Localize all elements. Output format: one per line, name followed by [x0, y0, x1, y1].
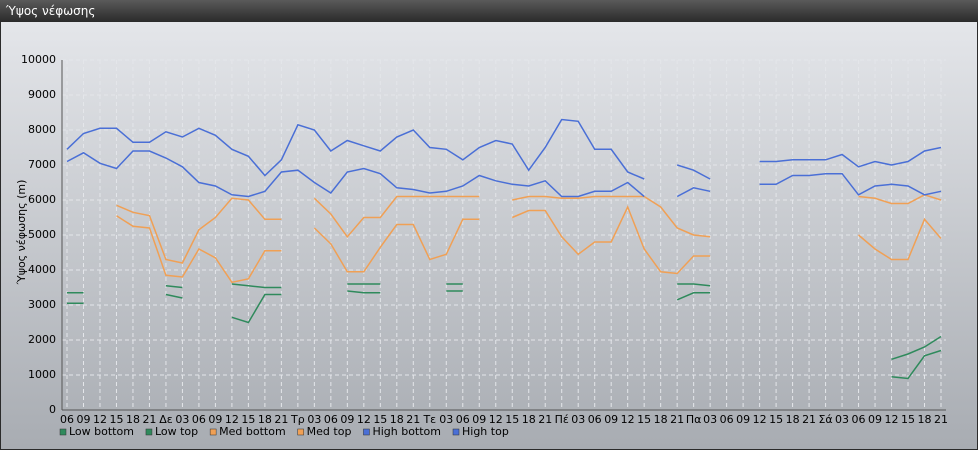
window-title: Ύψος νέφωσης — [0, 0, 978, 22]
x-tick-label: 15 — [373, 413, 387, 426]
x-tick-label: 03 — [307, 413, 321, 426]
plot: 0 1000 2000 3000 4000 5000 6000 7000 8000 9000 100… — [21, 53, 948, 438]
x-tick-label: 18 — [654, 413, 668, 426]
legend-swatch — [297, 428, 304, 436]
y-tick-label: 4000 — [28, 263, 56, 276]
series-line — [116, 205, 942, 284]
y-tick-label: 2000 — [28, 333, 56, 346]
x-tick-label: 09 — [340, 413, 354, 426]
x-tick-label: 12 — [621, 413, 635, 426]
y-tick-label: 1000 — [28, 368, 56, 381]
x-tick-label: 21 — [274, 413, 288, 426]
y-tick-label: 0 — [49, 403, 56, 416]
x-tick-label: Πέ — [555, 413, 569, 426]
x-tick-label: 03 — [439, 413, 453, 426]
x-tick-label: 12 — [357, 413, 371, 426]
x-tick-label: 03 — [571, 413, 585, 426]
x-tick-label: Τρ — [290, 413, 305, 426]
x-tick-label: 03 — [175, 413, 189, 426]
x-tick-label: 15 — [109, 413, 123, 426]
series-line — [67, 283, 942, 361]
legend-label: High top — [462, 425, 509, 438]
legend-swatch — [363, 428, 370, 436]
legend-swatch — [452, 428, 460, 436]
x-tick-label: Τε — [422, 413, 436, 426]
x-tick-label: 03 — [703, 413, 717, 426]
x-tick-label: 21 — [934, 413, 948, 426]
x-tick-label: 06 — [588, 413, 602, 426]
legend-swatch — [59, 428, 67, 436]
chart: Ύψος νέφωσης (m) 0 1000 2000 3000 4000 5000 60… — [1, 22, 977, 449]
y-tick-label: 7000 — [28, 158, 56, 171]
x-tick-label: 18 — [918, 413, 932, 426]
series-line — [66, 118, 942, 180]
x-tick-label: 18 — [258, 413, 272, 426]
series-line — [67, 290, 942, 380]
y-tick-label: 6000 — [28, 193, 56, 206]
legend-label: Low bottom — [69, 425, 134, 438]
x-tick-label: 06 — [192, 413, 206, 426]
x-tick-label: 15 — [901, 413, 915, 426]
x-tick-label: 21 — [802, 413, 816, 426]
x-tick-label: 09 — [604, 413, 618, 426]
series-line — [116, 193, 942, 264]
x-tick-label: 06 — [852, 413, 866, 426]
x-tick-label: 03 — [835, 413, 849, 426]
y-tick-label: 8000 — [28, 123, 56, 136]
x-tick-label: 12 — [489, 413, 503, 426]
x-tick-label: 06 — [324, 413, 338, 426]
x-tick-label: 18 — [390, 413, 404, 426]
x-tick-label: 18 — [522, 413, 536, 426]
x-tick-label: 15 — [241, 413, 255, 426]
x-tick-label: 12 — [225, 413, 239, 426]
x-tick-label: 12 — [93, 413, 107, 426]
x-tick-label: 15 — [505, 413, 519, 426]
legend-label: Med bottom — [219, 425, 286, 438]
x-tick-label: Δε — [159, 413, 173, 426]
x-tick-label: 09 — [76, 413, 90, 426]
x-tick-label: 15 — [769, 413, 783, 426]
x-tick-label: 18 — [786, 413, 800, 426]
x-tick-label: 09 — [208, 413, 222, 426]
x-tick-label: Πα — [686, 413, 702, 426]
x-tick-label: 21 — [406, 413, 420, 426]
legend-label: Low top — [155, 425, 198, 438]
series-line — [66, 150, 942, 198]
x-tick-label: 06 — [456, 413, 470, 426]
x-tick-label: 09 — [736, 413, 750, 426]
y-tick-label: 3000 — [28, 298, 56, 311]
x-tick-label: 06 — [720, 413, 734, 426]
x-tick-label: Σά — [818, 413, 832, 426]
legend-swatch — [209, 428, 217, 436]
y-tick-label: 10000 — [21, 53, 56, 66]
x-tick-label: 12 — [885, 413, 899, 426]
x-tick-label: 06 — [60, 413, 74, 426]
x-tick-label: 09 — [868, 413, 882, 426]
legend-swatch — [145, 428, 153, 436]
x-tick-label: 09 — [472, 413, 486, 426]
x-tick-label: 21 — [538, 413, 552, 426]
legend-label: High bottom — [372, 425, 441, 438]
y-tick-label: 5000 — [28, 228, 56, 241]
x-tick-label: 12 — [753, 413, 767, 426]
legend-label: Med top — [307, 425, 352, 438]
y-tick-label: 9000 — [28, 88, 56, 101]
x-tick-label: 15 — [637, 413, 651, 426]
x-tick-label: 18 — [126, 413, 140, 426]
x-tick-label: 21 — [670, 413, 684, 426]
y-axis-title: Ύψος νέφωσης (m) — [15, 180, 28, 286]
x-tick-label: 21 — [142, 413, 156, 426]
